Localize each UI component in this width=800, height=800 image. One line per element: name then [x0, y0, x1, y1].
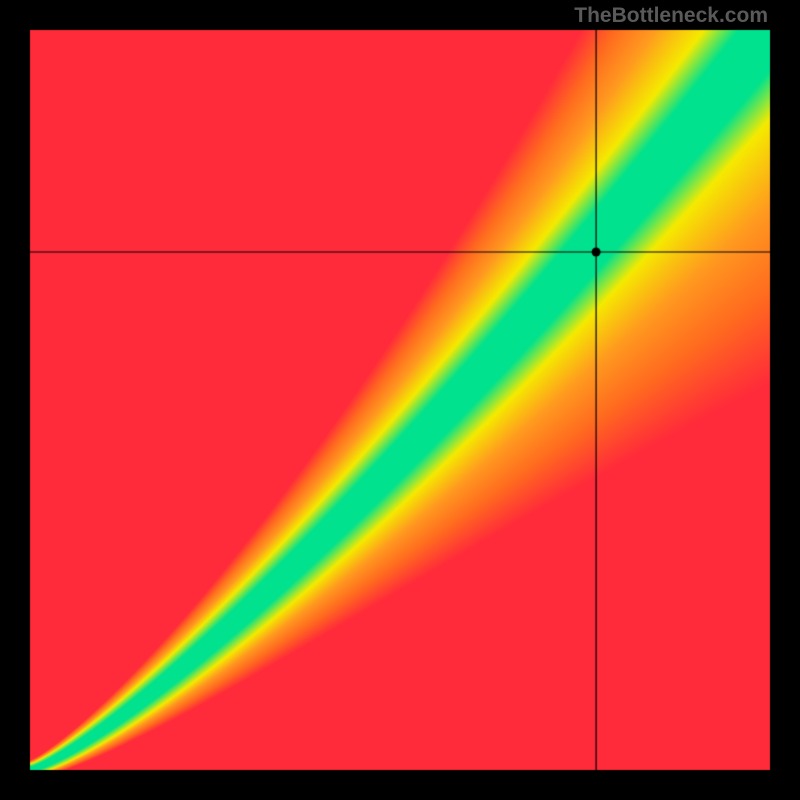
bottleneck-heatmap-canvas — [0, 0, 800, 800]
chart-container: TheBottleneck.com — [0, 0, 800, 800]
watermark-text: TheBottleneck.com — [574, 4, 768, 28]
